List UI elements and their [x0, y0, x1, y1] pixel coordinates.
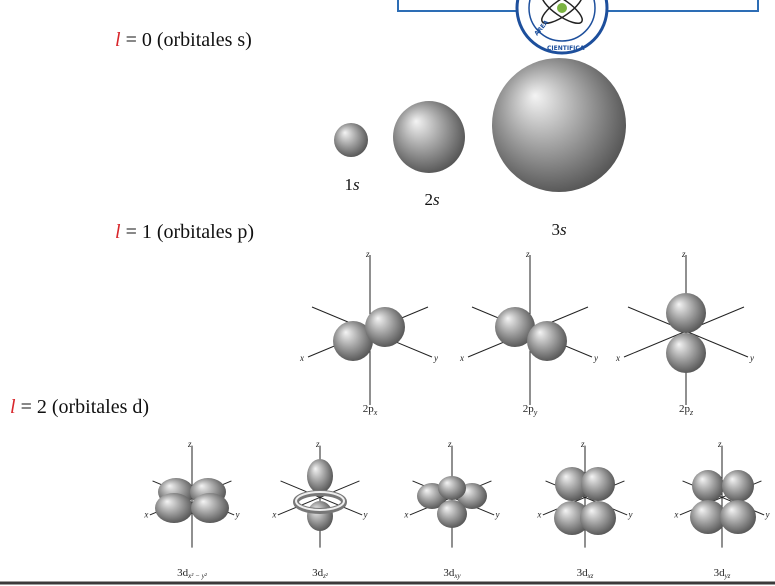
- orbital-subscript: x: [373, 408, 378, 417]
- orbital-subscript: x² − y²: [187, 572, 208, 580]
- lobe: [666, 333, 706, 373]
- axis-label: z: [717, 439, 722, 449]
- orbital-label: 3dyz: [714, 567, 731, 580]
- lobe: [155, 493, 193, 523]
- orbital-label: 3dz²: [312, 567, 329, 580]
- axis-label: z: [447, 439, 452, 449]
- axis-label: z: [681, 249, 686, 259]
- lobe: [581, 467, 615, 501]
- orbital-name: 2p: [679, 403, 691, 415]
- heading-symbol: l: [115, 29, 121, 51]
- axis-label: z: [580, 439, 585, 449]
- orbital-label: 3dxy: [443, 567, 461, 580]
- heading: l= 2 (orbitales d): [10, 396, 149, 418]
- orbital-label: 2s: [424, 190, 440, 209]
- heading: l= 0 (orbitales s): [115, 29, 252, 51]
- axis-label: y: [628, 510, 633, 520]
- lobe: [666, 293, 706, 333]
- axis-label: y: [765, 510, 770, 520]
- axis-label: z: [365, 249, 370, 259]
- axis-label: x: [271, 510, 276, 520]
- orbital-label: 1s: [344, 175, 360, 194]
- orbital-subscript: xz: [587, 572, 594, 580]
- slide: AREA CIENTIFICA l= 0 (orbitales s)l= 1 (…: [0, 0, 775, 586]
- axis-label: z: [525, 249, 530, 259]
- lobe: [527, 321, 567, 361]
- axis-label: x: [536, 510, 541, 520]
- orbital-label: 2pz: [679, 403, 694, 417]
- orbital-name: 3d: [714, 567, 726, 579]
- lobe: [720, 500, 756, 534]
- d-orbital: z x y: [536, 439, 632, 548]
- orbital-name: 3d: [177, 567, 189, 579]
- orbital-label: 2py: [523, 403, 538, 417]
- orbital-name: 3d: [443, 567, 455, 579]
- s-orbital: [393, 101, 465, 173]
- orbital-label: 2px: [363, 403, 378, 417]
- heading-symbol: l: [115, 221, 121, 243]
- lobe: [191, 493, 229, 523]
- orbital-subscript: s: [560, 220, 567, 239]
- axis-label: x: [459, 353, 464, 363]
- heading-text: = 0 (orbitales s): [126, 29, 252, 51]
- axis-label: z: [187, 439, 192, 449]
- lobe: [438, 476, 466, 500]
- page: {"logo": {"top": "AREA", "bottom": "CIEN…: [0, 0, 775, 586]
- lobe: [365, 307, 405, 347]
- orbital-subscript: y: [533, 408, 538, 417]
- orbital-subscript: yz: [724, 572, 731, 580]
- axis-label: x: [673, 510, 678, 520]
- axis-label: y: [363, 510, 368, 520]
- heading-text: = 2 (orbitales d): [21, 396, 149, 418]
- axis-label: z: [315, 439, 320, 449]
- orbital-subscript: xy: [453, 572, 461, 580]
- orbital-subscript: s: [433, 190, 440, 209]
- orbital-subscript: s: [353, 175, 360, 194]
- axis-label: x: [403, 510, 408, 520]
- orbital-name: 2p: [523, 403, 535, 415]
- orbital-label: 3dxz: [577, 567, 594, 580]
- lobe: [692, 470, 724, 502]
- orbital-subscript: z: [689, 408, 694, 417]
- d-orbital: z x y: [673, 439, 769, 548]
- s-orbital: [492, 58, 626, 192]
- orbital-subscript: z²: [322, 572, 329, 580]
- orbital-name: 2: [424, 190, 433, 209]
- heading: l= 1 (orbitales p): [115, 221, 254, 243]
- orbital-label: 3dx² − y²: [177, 567, 208, 580]
- logo: AREA CIENTIFICA: [517, 0, 607, 53]
- axis-label: x: [615, 353, 620, 363]
- lobe: [307, 501, 333, 531]
- s-orbital: [334, 123, 368, 157]
- orbital-name: 2p: [363, 403, 375, 415]
- axis-label: y: [749, 353, 754, 363]
- d-orbital: z x y: [403, 439, 499, 548]
- orbital-name: 1: [344, 175, 353, 194]
- heading-symbol: l: [10, 396, 16, 418]
- orbital-name: 3d: [577, 567, 589, 579]
- axis-label: x: [143, 510, 148, 520]
- orbital-name: 3d: [312, 567, 324, 579]
- heading-text: = 1 (orbitales p): [126, 221, 254, 243]
- axis-label: y: [235, 510, 240, 520]
- lobe: [580, 501, 616, 535]
- logo-text: CIENTIFICA: [547, 45, 585, 52]
- d-orbital: z x y: [271, 439, 367, 548]
- p-orbital: z x y: [459, 249, 598, 405]
- orbital-label: 3s: [551, 220, 567, 239]
- axis-label: y: [495, 510, 500, 520]
- d-orbital: z x y: [143, 439, 239, 548]
- axis-label: y: [593, 353, 598, 363]
- axis-label: y: [433, 353, 438, 363]
- axis-label: x: [299, 353, 304, 363]
- lobe: [307, 459, 333, 493]
- lobe: [722, 470, 754, 502]
- p-orbital: z x y: [299, 249, 438, 405]
- orbital-name: 3: [551, 220, 560, 239]
- lobe: [437, 500, 467, 528]
- p-orbital: z x y: [615, 249, 754, 405]
